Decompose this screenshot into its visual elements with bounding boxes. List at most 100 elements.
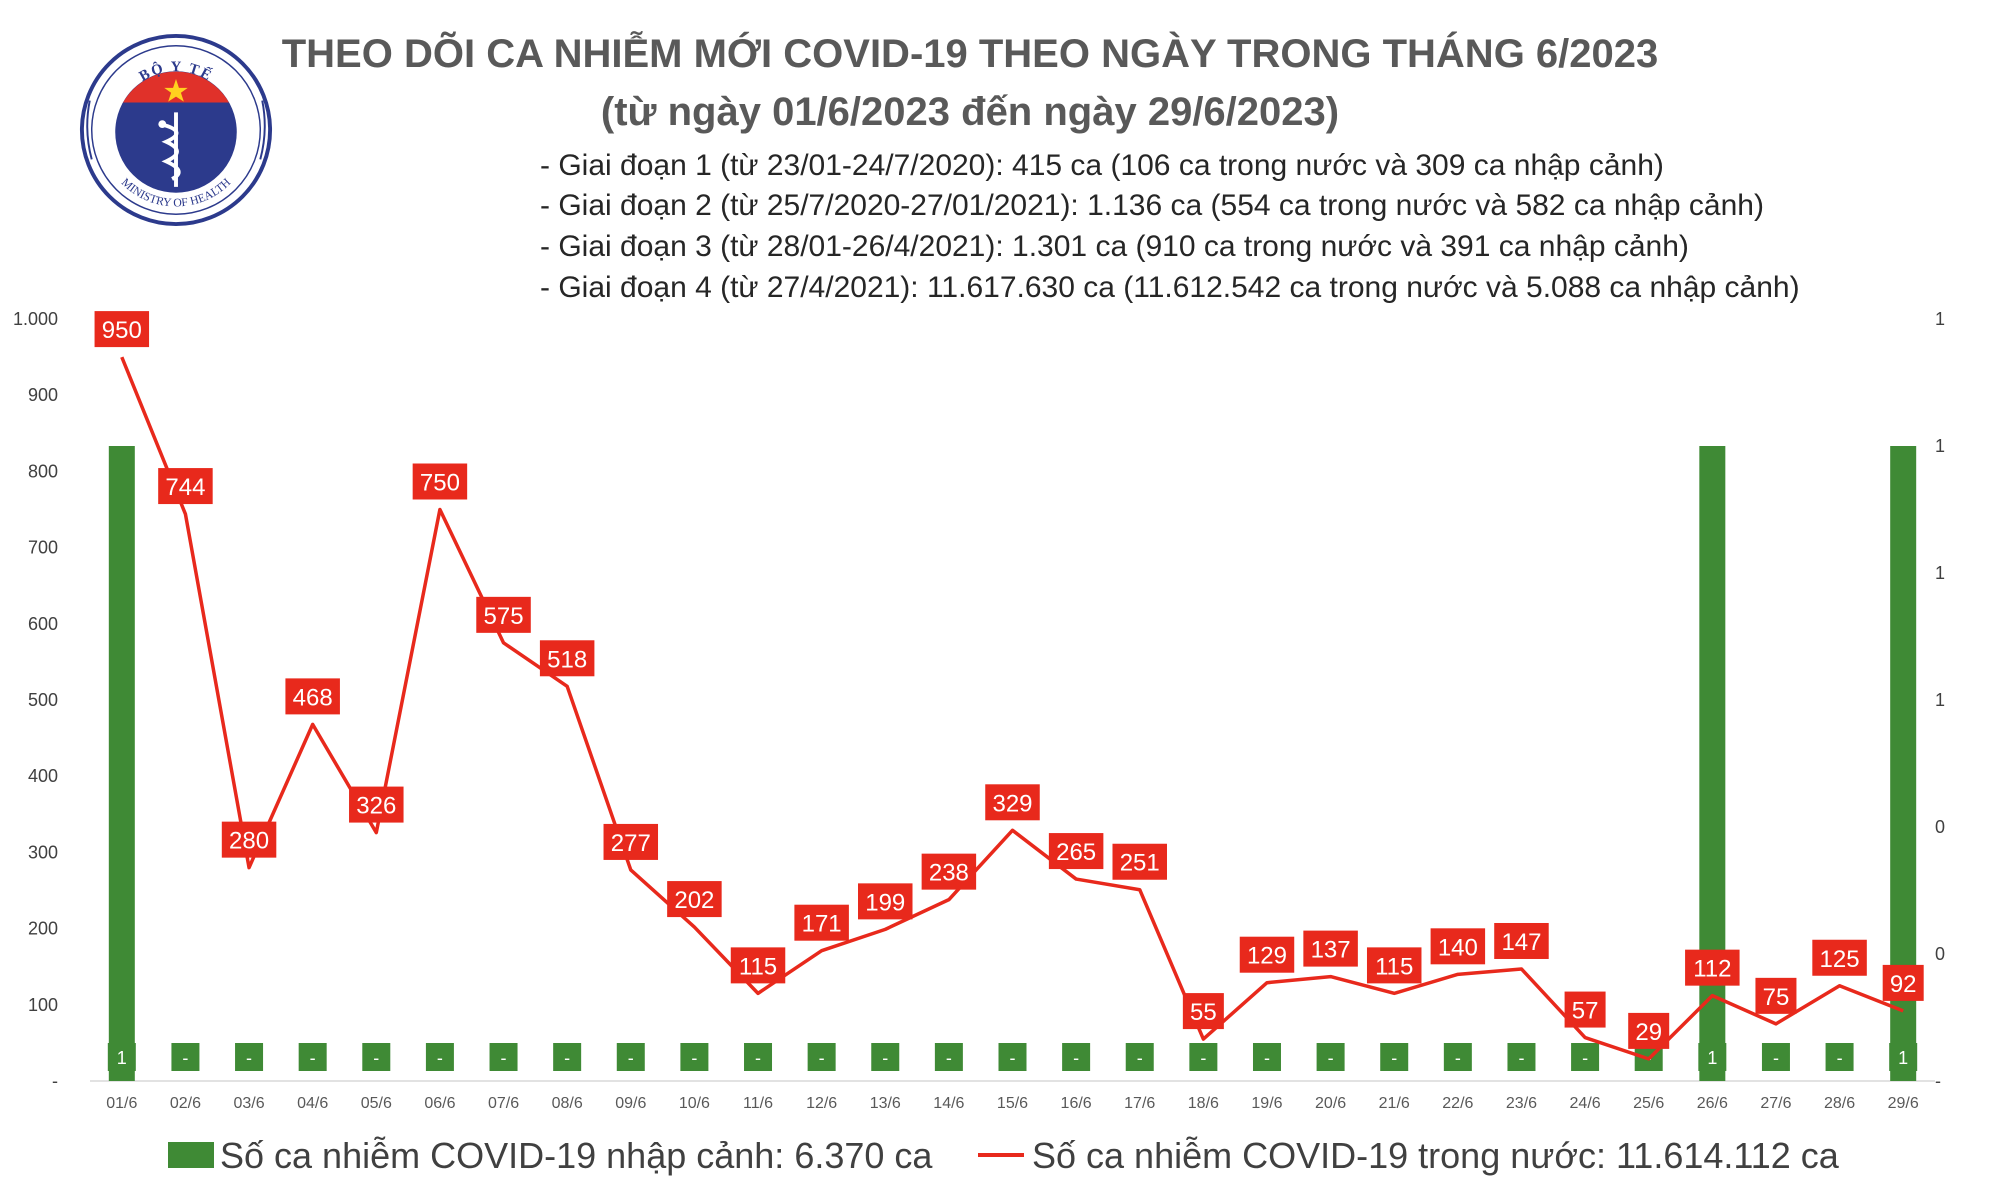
y-right-tick-label: 0	[1935, 817, 1945, 837]
legend-bar-swatch	[168, 1142, 214, 1169]
y-left-tick-label: 700	[28, 538, 58, 558]
bar-data-label: -	[882, 1048, 888, 1068]
x-tick-label: 23/6	[1506, 1095, 1537, 1112]
chart-title: THEO DÕI CA NHIỄM MỚI COVID-19 THEO NGÀY…	[281, 32, 1659, 76]
x-tick-label: 19/6	[1251, 1095, 1282, 1112]
line-data-label: 125	[1820, 946, 1860, 973]
line-data-label: 129	[1247, 943, 1287, 970]
line-label-box	[1366, 947, 1422, 984]
line-label-box	[667, 881, 722, 918]
line-label-box	[1564, 991, 1606, 1028]
y-left-tick-label: 1.000	[13, 309, 58, 329]
line-data-label: 140	[1438, 934, 1478, 961]
bar-data-label: -	[1200, 1048, 1206, 1068]
bar-data-label: -	[182, 1048, 188, 1068]
bar-label-box	[1380, 1043, 1409, 1071]
line-label-box	[412, 463, 468, 500]
legend-domestic-label: Số ca nhiễm COVID-19 trong nước: 11.614.…	[1032, 1135, 1839, 1176]
x-tick-label: 10/6	[679, 1095, 710, 1112]
x-tick-label: 27/6	[1760, 1095, 1791, 1112]
line-data-label: 277	[611, 830, 651, 857]
line-data-label: 950	[102, 317, 142, 344]
line-data-label: 468	[293, 684, 333, 711]
line-data-label: 147	[1501, 929, 1541, 956]
x-tick-label: 29/6	[1888, 1095, 1919, 1112]
x-tick-label: 20/6	[1315, 1095, 1346, 1112]
bar-data-label: 1	[1898, 1048, 1908, 1068]
x-tick-label: 01/6	[106, 1095, 137, 1112]
line-data-label: 199	[865, 889, 905, 916]
bar-data-label: -	[310, 1048, 316, 1068]
x-tick-label: 15/6	[997, 1095, 1028, 1112]
bar-data-label: 1	[1707, 1048, 1717, 1068]
bar-label-box	[871, 1043, 900, 1071]
bar-data-label: -	[755, 1048, 761, 1068]
ministry-of-health-logo: BỘ Y TẾ MINISTRY OF HEALTH	[79, 33, 273, 227]
bar-label-box	[1825, 1043, 1854, 1071]
x-tick-label: 18/6	[1188, 1095, 1219, 1112]
line-label-box	[985, 784, 1040, 821]
line-data-label: 55	[1190, 999, 1217, 1026]
line-label-box	[1303, 930, 1358, 967]
line-label-box	[858, 883, 913, 920]
line-data-label: 750	[420, 470, 460, 497]
line-label-box	[1628, 1012, 1670, 1049]
line-label-box	[349, 786, 404, 823]
bar	[1699, 446, 1726, 1081]
stage-1-summary: - Giai đoạn 1 (từ 23/01-24/7/2020): 415 …	[540, 149, 1664, 182]
line-data-label: 57	[1572, 998, 1599, 1025]
bar-data-label: -	[373, 1048, 379, 1068]
bar-label-box	[744, 1043, 773, 1071]
line-label-box	[1239, 936, 1295, 973]
y-right-tick-label: -	[1935, 1071, 1941, 1091]
bar-label-box	[1062, 1043, 1091, 1071]
line-label-box	[1494, 922, 1549, 959]
bar-label-box	[680, 1043, 709, 1071]
x-tick-label: 09/6	[615, 1095, 646, 1112]
bar-label-box	[1698, 1043, 1727, 1071]
x-tick-label: 02/6	[170, 1095, 201, 1112]
bar-label-box	[1443, 1043, 1472, 1071]
x-tick-label: 25/6	[1633, 1095, 1664, 1112]
line-data-label: 75	[1763, 984, 1790, 1011]
bar-data-label: -	[437, 1048, 443, 1068]
bar-data-label: -	[1837, 1048, 1843, 1068]
line-label-box	[1048, 833, 1104, 870]
bar-label-box	[1761, 1043, 1790, 1071]
legend-imported-cases: Số ca nhiễm COVID-19 nhập cảnh: 6.370 ca	[168, 1135, 932, 1177]
bar-label-box	[425, 1043, 454, 1071]
domestic-cases-line	[120, 356, 1904, 1061]
y-left-tick-label: -	[52, 1071, 58, 1091]
bar-data-label: -	[1391, 1048, 1397, 1068]
bar-label-box	[489, 1043, 518, 1071]
bar-data-label: -	[819, 1048, 825, 1068]
line-label-box	[476, 596, 531, 633]
y-right-tick-label: 0	[1935, 944, 1945, 964]
stage-4-summary: - Giai đoạn 4 (từ 27/4/2021): 11.617.630…	[540, 271, 1800, 304]
bar-label-box	[298, 1043, 327, 1071]
bar-data-label: 1	[117, 1048, 127, 1068]
line-data-label: 518	[547, 646, 587, 673]
bar-label-box	[1189, 1043, 1218, 1071]
y-left-tick-label: 500	[28, 690, 58, 710]
line-data-label: 329	[992, 790, 1032, 817]
stage-2-summary: - Giai đoạn 2 (từ 25/7/2020-27/01/2021):…	[540, 189, 1764, 222]
bar-label-box	[1252, 1043, 1281, 1071]
y-right-tick-label: 1	[1935, 563, 1945, 583]
y-left-tick-label: 100	[28, 995, 58, 1015]
x-tick-label: 11/6	[743, 1095, 773, 1112]
bar	[108, 446, 135, 1081]
line-data-label: 265	[1056, 839, 1096, 866]
bar-data-label: -	[628, 1048, 634, 1068]
y-left-tick-label: 900	[28, 385, 58, 405]
bar-label-box	[1571, 1043, 1600, 1071]
line-data-label: 202	[674, 887, 714, 914]
x-tick-label: 13/6	[870, 1095, 901, 1112]
line-data-label: 137	[1311, 937, 1351, 964]
line-label-box	[158, 468, 213, 505]
bar-data-label: -	[501, 1048, 507, 1068]
line-label-box	[1812, 939, 1867, 976]
bar-data-label: -	[1073, 1048, 1079, 1068]
y-left-tick-label: 200	[28, 919, 58, 939]
